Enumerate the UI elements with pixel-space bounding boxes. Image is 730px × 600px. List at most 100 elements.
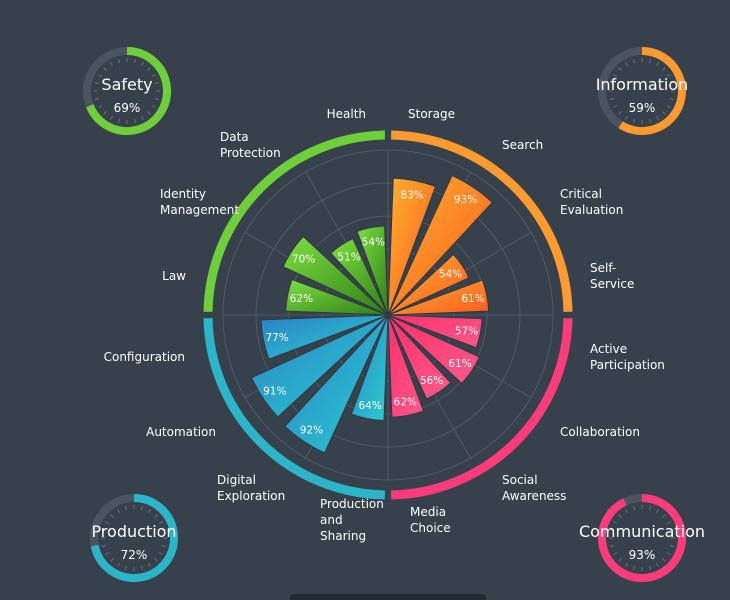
bar-automation[interactable] [250, 314, 389, 418]
gauge-tick [154, 558, 158, 562]
ring-safety [203, 130, 385, 312]
ring-information [391, 130, 573, 312]
gauge-progress [598, 494, 686, 582]
value-label: 93% [454, 194, 477, 206]
gauge-value: 59% [629, 101, 656, 115]
bar-data-protection[interactable] [330, 237, 389, 316]
gauge-tick [613, 521, 618, 524]
gauge-tick [101, 528, 107, 531]
gauge-tick [609, 545, 615, 548]
bar-critical-evaluation[interactable] [387, 253, 470, 316]
gauge-tick [609, 81, 615, 84]
gauge-title: Communication [579, 522, 705, 541]
gauge-tick [625, 562, 628, 567]
gauge-tick [141, 115, 144, 120]
gauge-title: Production [91, 522, 176, 541]
gauge-tick [656, 509, 659, 514]
category-label: Identity Management [160, 187, 239, 217]
gauge-tick [618, 111, 622, 115]
gauge-tick [613, 552, 618, 555]
bar-storage[interactable] [387, 177, 437, 316]
gauge-tick [161, 528, 167, 531]
value-label: 92% [300, 425, 323, 437]
gauge-tick [124, 505, 127, 511]
gauge-tick [117, 509, 120, 514]
gauge-tick [649, 505, 652, 511]
category-label: Automation [146, 425, 216, 439]
bar-production-and-sharing[interactable] [350, 314, 389, 422]
gauge-tick [625, 115, 628, 120]
gauge-tick [103, 111, 107, 115]
gauge-tick [666, 552, 671, 555]
category-label: Social Awareness [502, 473, 566, 503]
gauge-tick [147, 111, 151, 115]
category-label: Health [327, 107, 366, 121]
value-label: 70% [292, 254, 315, 266]
bottom-scroll-handle[interactable] [290, 594, 486, 600]
gauge-tick [662, 67, 666, 71]
gauge-tick [98, 105, 103, 108]
bar-digital-exploration[interactable] [284, 314, 389, 454]
gauge-tick [649, 565, 652, 571]
gauge-tick [110, 62, 113, 67]
value-label: 51% [337, 252, 360, 264]
value-label: 83% [400, 189, 423, 201]
gauge-tick [98, 74, 103, 77]
value-label: 56% [420, 375, 443, 387]
gauge-tick [649, 58, 652, 64]
category-label: Production and Sharing [320, 497, 384, 543]
gauge-tick [662, 111, 666, 115]
bar-media-choice[interactable] [387, 314, 425, 418]
gauge-value: 93% [629, 548, 656, 562]
gauge-tick [632, 118, 635, 124]
bar-active-participation[interactable] [387, 314, 483, 349]
ring-communication [391, 318, 573, 500]
bar-collaboration[interactable] [387, 314, 481, 385]
bar-identity-management[interactable] [282, 235, 389, 316]
category-label: Collaboration [560, 425, 640, 439]
gauge-title: Safety [101, 75, 152, 94]
gauge-progress [618, 47, 686, 135]
value-label: 77% [265, 332, 288, 344]
gauge-value: 69% [114, 101, 141, 115]
bar-self--service[interactable] [387, 279, 490, 316]
gauge-tick [147, 67, 151, 71]
gauge-tick [141, 565, 144, 571]
gauge-tick [117, 58, 120, 64]
gauge-tick [151, 105, 156, 108]
gauge-tick [103, 67, 107, 71]
category-label: Data Protection [220, 130, 281, 160]
bar-search[interactable] [387, 174, 493, 316]
value-label: 54% [362, 236, 385, 248]
gauge-tick [662, 514, 666, 518]
gauge-tick [666, 105, 671, 108]
gauge-tick [609, 528, 615, 531]
category-label: Critical Evaluation [560, 187, 623, 217]
gauge-tick [618, 558, 622, 562]
bar-configuration[interactable] [260, 314, 389, 360]
gauge-tick [609, 98, 615, 101]
gauge-tick [141, 62, 144, 67]
gauge-tick [161, 545, 167, 548]
gauge-tick [105, 552, 110, 555]
gauge-tick [94, 98, 100, 101]
polar-bars: 83% 93%54%61%57%61%56%62%64%92%91%77%62%7… [250, 174, 493, 454]
category-label: Active Participation [590, 342, 665, 372]
category-label: Storage [408, 107, 455, 121]
value-label: 62% [394, 397, 417, 409]
bar-law[interactable] [285, 278, 389, 316]
gauge-tick [158, 521, 163, 524]
bar-health[interactable] [356, 225, 389, 316]
gauge-tick [101, 545, 107, 548]
gauge-tick [666, 521, 671, 524]
gauge-tick [134, 58, 137, 64]
category-label: Media Choice [410, 505, 451, 535]
gauge-tick [158, 552, 163, 555]
gauge-tick [625, 509, 628, 514]
gauge-information: Information 59% [596, 47, 688, 135]
value-label: 54% [439, 268, 462, 280]
gauge-tick [94, 81, 100, 84]
gauge-tick [632, 565, 635, 571]
gauge-safety: Safety 69% [83, 47, 171, 135]
bar-social-awareness[interactable] [387, 314, 452, 400]
